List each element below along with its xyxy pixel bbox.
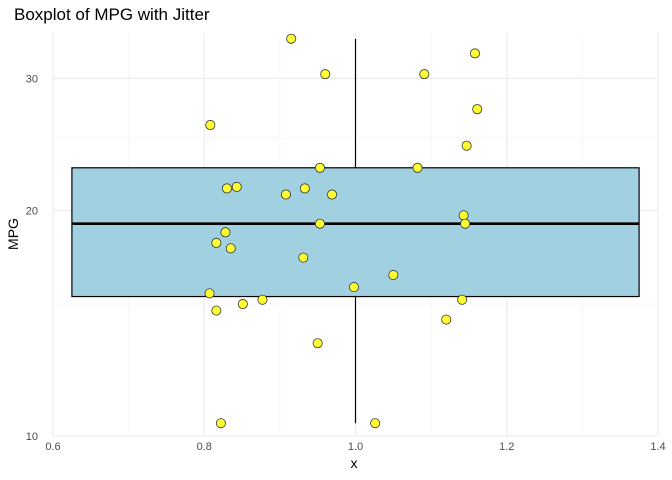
data-point — [204, 288, 215, 299]
x-tick-label: 1.0 — [348, 441, 363, 453]
data-point — [314, 162, 325, 173]
x-tick-label: 0.8 — [197, 441, 212, 453]
data-point — [211, 305, 222, 316]
data-point — [320, 69, 331, 80]
data-point — [461, 140, 472, 151]
data-point — [370, 418, 381, 429]
data-point — [457, 294, 468, 305]
data-point — [327, 189, 338, 200]
y-tick-label: 20 — [26, 205, 38, 217]
data-point — [299, 183, 310, 194]
data-point — [312, 338, 323, 349]
data-point — [412, 162, 423, 173]
data-point — [388, 270, 399, 281]
data-point — [221, 183, 232, 194]
data-point — [441, 314, 452, 325]
data-point — [257, 294, 268, 305]
data-point — [460, 218, 471, 229]
data-point — [469, 48, 480, 59]
iqr-box — [71, 167, 640, 298]
y-axis-ticks: 10 20 30 — [26, 73, 38, 443]
x-axis-ticks: 0.6 0.8 1.0 1.2 1.4 — [45, 441, 665, 453]
x-tick-label: 0.6 — [45, 441, 60, 453]
data-point — [237, 299, 248, 310]
data-point — [298, 252, 309, 263]
data-point — [419, 69, 430, 80]
chart-title: Boxplot of MPG with Jitter — [14, 5, 210, 24]
data-point — [472, 104, 483, 115]
data-point — [211, 237, 222, 248]
data-point — [231, 181, 242, 192]
y-axis-label: MPG — [5, 218, 21, 250]
box-element — [71, 38, 640, 424]
y-tick-label: 10 — [26, 431, 38, 443]
data-point — [286, 33, 297, 44]
data-point — [280, 189, 291, 200]
x-axis-label: x — [351, 455, 358, 471]
data-point — [220, 227, 231, 238]
data-point — [348, 282, 359, 293]
x-tick-label: 1.4 — [650, 441, 665, 453]
x-tick-label: 1.2 — [499, 441, 514, 453]
data-point — [205, 120, 216, 131]
data-point — [215, 418, 226, 429]
data-point — [225, 243, 236, 254]
y-tick-label: 30 — [26, 73, 38, 85]
data-point — [314, 218, 325, 229]
jitter-points — [204, 33, 483, 429]
data-point — [458, 210, 469, 221]
